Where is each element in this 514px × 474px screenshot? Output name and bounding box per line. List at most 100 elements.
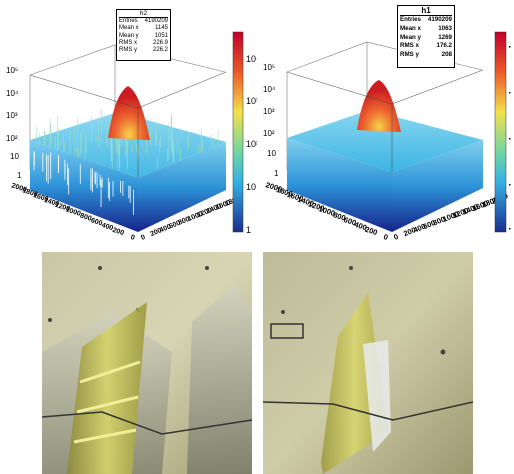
stats-value: 176.2 [436,42,452,50]
colorbar-tick-label: 1 [246,225,251,235]
bolts [281,266,446,355]
colorbar [232,31,244,233]
z-tick-label: 10 [267,149,276,158]
bolt [349,266,353,270]
front-left-wall [30,140,138,232]
lego-plot-h1-svg: 10⁵ 10⁴ 10³ 10² 10 1 2000180016001400120… [263,31,511,242]
stats-title: h1 [400,6,452,16]
floor-line [42,411,252,435]
axis-tick-label: 200 [402,225,417,238]
stats-value: 1063 [438,24,452,32]
axis-tick-label: 200 [149,227,163,238]
floor-line [263,401,473,421]
axis-tick-label: 600 [168,220,182,231]
stats-value: 1269 [438,33,452,41]
axis-tick-label: 1600 [32,192,49,204]
axis-tick-label: 400 [353,220,368,232]
axis-tick-label: 600 [422,218,437,231]
axis-tick-label: 1000 [65,206,82,218]
colorbar-tick [509,92,511,94]
axis-tick-label: 2000 [11,182,28,194]
z-tick-label: 10 [10,152,19,161]
colorbar-tick [509,138,511,140]
axis-tick-label: 1400 [43,197,60,209]
stats-box: h1 Entries 4190209 Mean x 1063 Mean y 1269 … [397,5,455,68]
stats-title: h2 [119,10,168,19]
frame-front [286,69,484,172]
z-tick-label: 10⁴ [263,85,276,94]
z-axis: 10⁵ 10⁴ 10³ 10² 10 1 [6,66,22,180]
stats-label: RMS y [400,51,419,59]
stats-label: Mean y [400,33,421,41]
stats-label: RMS y [119,47,137,54]
floor-surface [30,112,226,178]
axis-tick-label: 400 [159,223,173,234]
stats-label: Mean x [119,25,139,32]
axis-tick-label: 600 [90,217,103,227]
lego-plot-h2: 10⁵ 10⁴ 10³ 10² 10 1 2000 1800 1600 1400 120… [0,0,260,245]
axis-tick-label: 200 [364,225,379,237]
z-tick-label: 1 [274,169,279,178]
bolt [281,310,285,314]
colorbar-tick-label: 10 [246,182,256,192]
axis-tick-label: 0 [130,234,136,242]
photo-scintillator-left [42,252,252,474]
frame-front [29,71,227,178]
stats-value: 226.2 [152,47,168,54]
axis-tick-label: 800 [177,216,191,227]
photo-scintillator-right [263,252,473,474]
bolt [98,266,102,270]
axis-tick-label: 1200 [54,202,71,214]
stats-value: 226.9 [152,39,168,46]
bolt [440,349,446,355]
axis-tick-label: 0 [392,232,399,242]
stats-value: 4190209 [144,18,168,25]
front-right-wall [138,142,226,232]
lego-plot-h1: 10⁵ 10⁴ 10³ 10² 10 1 2000 1800 1600 1400 120… [257,0,514,245]
stats-label: Mean x [400,24,421,32]
stats-label: RMS x [400,42,419,50]
axis-tick-label: 600 [343,215,358,227]
colorbar-tick [509,184,511,186]
colorbar-tick [509,46,511,48]
z-tick-label: 10⁴ [6,89,19,98]
colorbar [494,31,507,233]
z-tick-label: 10⁵ [263,63,275,72]
photo-left-svg [42,252,252,474]
z-tick-label: 1 [17,171,22,180]
stats-label: RMS x [119,39,137,46]
wall-dropouts [33,151,134,215]
bracket [270,323,304,339]
z-axis: 10⁵ 10⁴ 10³ 10² 10 1 [263,63,279,178]
axis-tick-label: 800 [79,212,92,222]
front-left-wall [287,138,392,232]
colorbar-tick-label: 10⁴ [246,54,257,64]
colorbar-ticks [509,46,511,230]
axis-tick-label: 0 [382,232,389,242]
peak-surface [357,80,401,132]
stats-value: 208 [441,51,452,59]
axis-tick-label: 400 [412,222,427,235]
z-tick-label: 10² [263,129,275,138]
photo-right-svg [263,252,473,474]
stats-value: 1051 [154,32,168,39]
z-tick-label: 10³ [6,111,18,120]
bolt [205,266,209,270]
axis-tick-label: 200 [111,227,124,237]
colorbar-tick-label: 10² [246,139,257,149]
colorbar-tick-label: 10³ [246,96,257,106]
bolt [48,318,52,322]
stats-label: Mean y [119,32,139,39]
colorbar-ticks: 10⁴ 10³ 10² 10 1 [246,54,260,235]
plate-stripes [73,360,141,444]
stats-value: 4190209 [427,16,452,23]
peak-surface [108,86,150,140]
floor-surface [287,110,483,172]
axis-tick-label: 800 [432,214,447,227]
z-tick-label: 10³ [263,107,275,116]
colorbar-tick [509,228,511,230]
stats-value: 1145 [155,25,168,32]
axis-tick-label: 1800 [21,187,38,199]
